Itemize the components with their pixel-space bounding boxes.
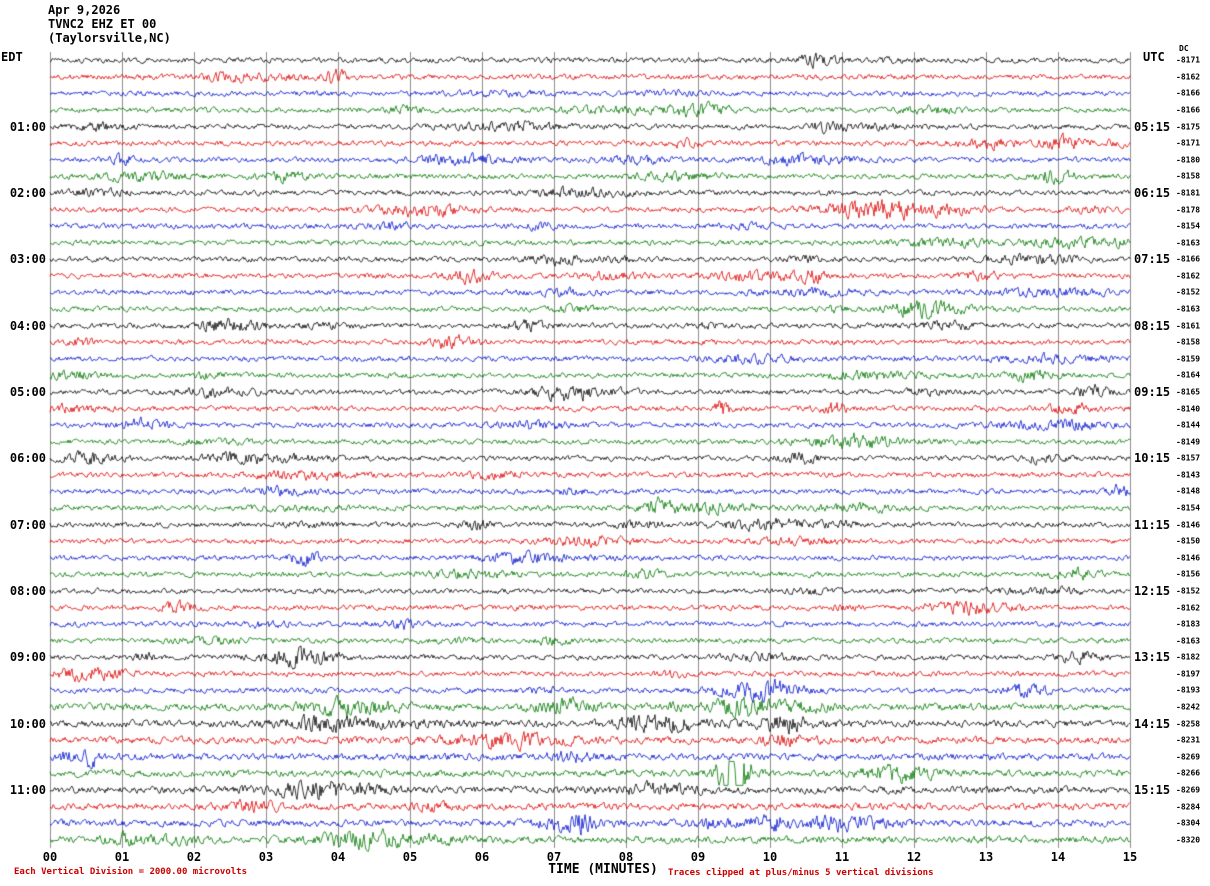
x-tick-label: 05 xyxy=(402,850,418,864)
x-axis-label: TIME (MINUTES) xyxy=(548,862,658,877)
dc-offset-value: -8269 xyxy=(1176,785,1201,795)
dc-offset-value: -8182 xyxy=(1176,652,1201,662)
dc-offset-value: -8152 xyxy=(1176,586,1201,596)
dc-offset-value: -8197 xyxy=(1176,669,1201,679)
dc-offset-value: -8180 xyxy=(1176,155,1201,165)
utc-time-label: 15:15 xyxy=(1134,782,1171,797)
dc-offset-value: -8162 xyxy=(1176,603,1201,613)
x-tick-label: 03 xyxy=(258,850,274,864)
dc-offset-value: -8165 xyxy=(1176,387,1201,397)
dc-offset-value: -8242 xyxy=(1176,702,1201,712)
dc-offset-value: -8148 xyxy=(1176,486,1201,496)
clip-note: Traces clipped at plus/minus 5 vertical … xyxy=(668,868,934,878)
dc-offset-value: -8258 xyxy=(1176,719,1201,729)
x-tick-label: 07 xyxy=(546,850,562,864)
dc-offset-value: -8231 xyxy=(1176,735,1201,745)
utc-time-label: 10:15 xyxy=(1134,451,1171,466)
x-tick-label: 11 xyxy=(834,850,850,864)
edt-time-label: 06:00 xyxy=(9,451,46,466)
dc-offset-value: -8157 xyxy=(1176,453,1201,463)
dc-offset-value: -8154 xyxy=(1176,221,1201,231)
dc-offset-value: -8166 xyxy=(1176,88,1201,98)
utc-time-label: 09:15 xyxy=(1134,384,1171,399)
edt-time-label: 08:00 xyxy=(9,583,46,598)
dc-offset-value: -8150 xyxy=(1176,536,1201,546)
x-tick-label: 08 xyxy=(618,850,634,864)
x-tick-label: 04 xyxy=(330,850,346,864)
dc-offset-value: -8163 xyxy=(1176,636,1201,646)
dc-offset-value: -8146 xyxy=(1176,553,1201,563)
dc-offset-value: -8149 xyxy=(1176,437,1201,447)
edt-time-label: 07:00 xyxy=(9,517,46,532)
dc-offset-value: -8269 xyxy=(1176,752,1201,762)
dc-offset-value: -8320 xyxy=(1176,835,1201,845)
dc-offset-value: -8140 xyxy=(1176,404,1201,414)
dc-offset-value: -8171 xyxy=(1176,138,1201,148)
x-tick-label: 13 xyxy=(978,850,994,864)
dc-offset-value: -8163 xyxy=(1176,238,1201,248)
dc-offset-value: -8266 xyxy=(1176,768,1201,778)
dc-offset-value: -8144 xyxy=(1176,420,1201,430)
dc-offset-value: -8166 xyxy=(1176,254,1201,264)
dc-offset-value: -8284 xyxy=(1176,802,1201,812)
utc-time-label: 11:15 xyxy=(1134,517,1171,532)
edt-time-label: 04:00 xyxy=(9,318,46,333)
dc-offset-value: -8152 xyxy=(1176,287,1201,297)
dc-offset-value: -8163 xyxy=(1176,304,1201,314)
utc-time-label: 07:15 xyxy=(1134,252,1171,267)
dc-offset-value: -8166 xyxy=(1176,105,1201,115)
x-tick-label: 06 xyxy=(474,850,490,864)
dc-offset-value: -8164 xyxy=(1176,370,1201,380)
edt-time-label: 05:00 xyxy=(9,384,46,399)
x-tick-label: 00 xyxy=(42,850,58,864)
x-tick-label: 14 xyxy=(1050,850,1066,864)
dc-offset-value: -8161 xyxy=(1176,321,1201,331)
dc-offset-value: -8143 xyxy=(1176,470,1201,480)
dc-offset-value: -8162 xyxy=(1176,271,1201,281)
dc-offset-value: -8158 xyxy=(1176,171,1201,181)
dc-offset-value: -8175 xyxy=(1176,122,1201,132)
x-tick-label: 15 xyxy=(1122,850,1138,864)
scale-note: Each Vertical Division = 2000.00 microvo… xyxy=(14,867,247,877)
utc-time-label: 13:15 xyxy=(1134,650,1171,665)
dc-offset-value: -8304 xyxy=(1176,818,1201,828)
x-tick-label: 09 xyxy=(690,850,706,864)
dc-offset-value: -8162 xyxy=(1176,72,1201,82)
utc-time-label: 06:15 xyxy=(1134,185,1171,200)
dc-offset-value: -8178 xyxy=(1176,205,1201,215)
dc-offset-value: -8171 xyxy=(1176,55,1201,65)
edt-time-label: 09:00 xyxy=(9,650,46,665)
x-tick-label: 01 xyxy=(114,850,130,864)
utc-time-label: 14:15 xyxy=(1134,716,1171,731)
x-tick-label: 02 xyxy=(186,850,202,864)
utc-time-label: 08:15 xyxy=(1134,318,1171,333)
dc-offset-value: -8193 xyxy=(1176,685,1201,695)
edt-time-label: 11:00 xyxy=(9,782,46,797)
dc-offset-value: -8156 xyxy=(1176,569,1201,579)
x-tick-label: 10 xyxy=(762,850,778,864)
edt-time-label: 01:00 xyxy=(9,119,46,134)
edt-time-label: 02:00 xyxy=(9,185,46,200)
dc-offset-value: -8146 xyxy=(1176,520,1201,530)
edt-time-label: 03:00 xyxy=(9,252,46,267)
dc-offset-value: -8181 xyxy=(1176,188,1201,198)
dc-offset-value: -8158 xyxy=(1176,337,1201,347)
utc-time-label: 12:15 xyxy=(1134,583,1171,598)
dc-offset-value: -8159 xyxy=(1176,354,1201,364)
utc-time-label: 05:15 xyxy=(1134,119,1171,134)
edt-time-label: 10:00 xyxy=(9,716,46,731)
dc-offset-value: -8154 xyxy=(1176,503,1201,513)
dc-offset-value: -8183 xyxy=(1176,619,1201,629)
x-tick-label: 12 xyxy=(906,850,922,864)
